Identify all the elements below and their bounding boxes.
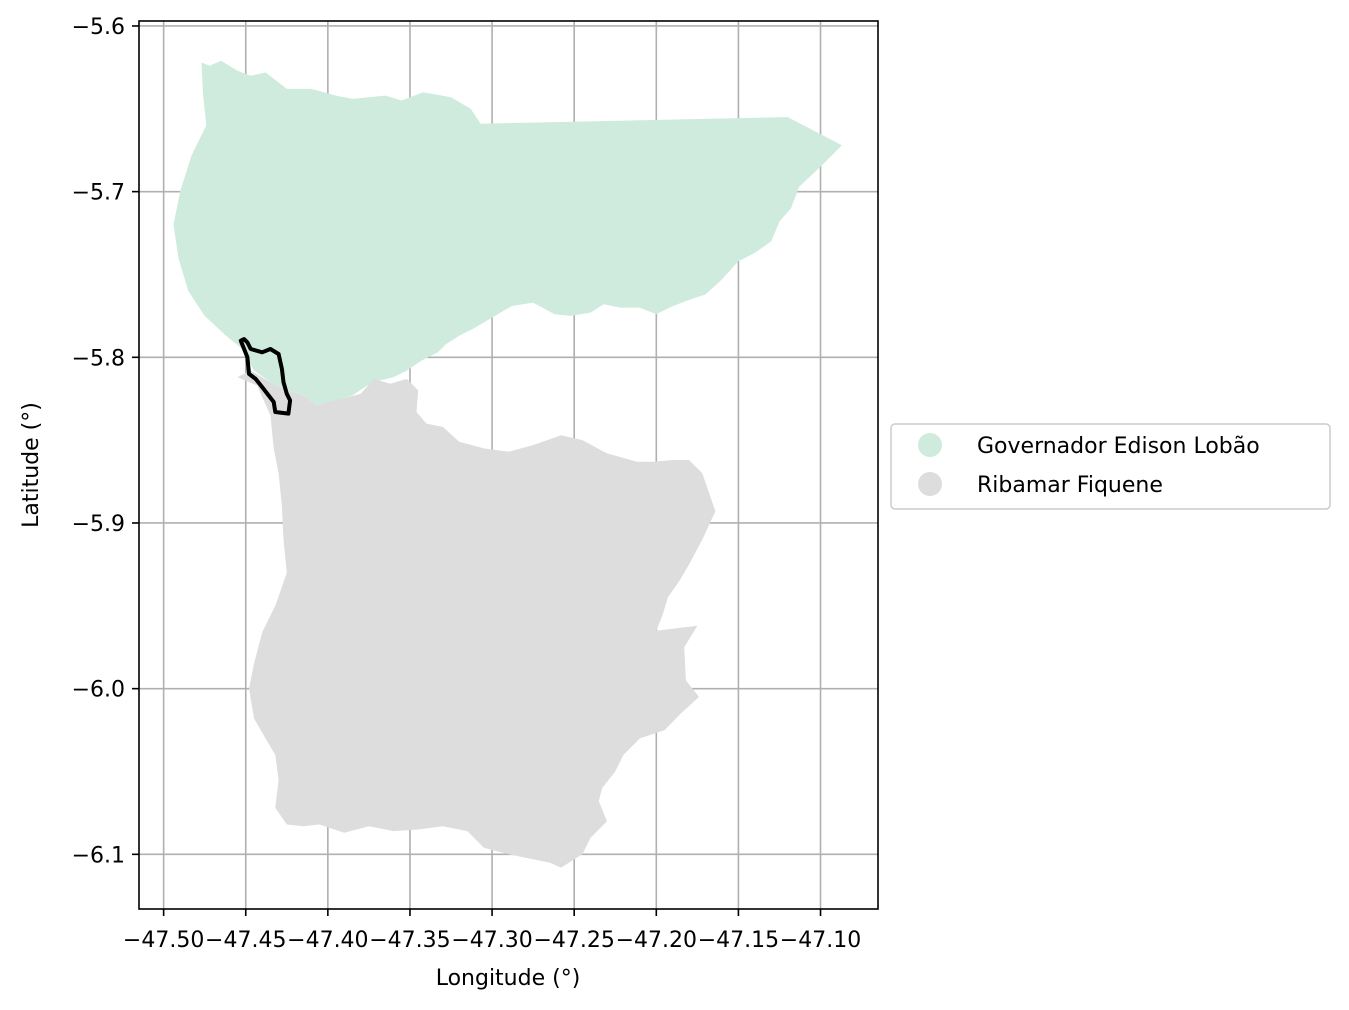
highlighted-area-outline: [238, 337, 293, 416]
x-tick-label: −47.35: [369, 928, 450, 953]
y-axis-label: Latitude (°): [19, 402, 44, 528]
x-tick-label: −47.10: [780, 928, 861, 953]
y-tick-label: −5.6: [72, 15, 125, 40]
y-tick-label: −6.0: [72, 678, 125, 703]
legend-marker-ribamar-fiquene: [918, 472, 942, 496]
x-tick-label: −47.30: [451, 928, 532, 953]
region-ribamar-fiquene: [237, 370, 716, 868]
legend-box: [890, 423, 1331, 510]
tick-layer: −47.50 −47.45 −47.40 −47.35 −47.30 −47.25 −47.…: [72, 15, 862, 953]
region-layer: [173, 60, 842, 868]
legend-label-ribamar-fiquene: Ribamar Fiquene: [977, 473, 1163, 498]
legend-label-governador-edison-lobao: Governador Edison Lobão: [977, 434, 1260, 459]
axes-frame: [138, 20, 879, 910]
highlight-outline-layer: [238, 337, 293, 416]
x-tick-label: −47.20: [616, 928, 697, 953]
y-tick-label: −5.7: [72, 181, 125, 206]
legend: Governador Edison Lobão Ribamar Fiquene: [890, 423, 1331, 510]
x-axis-label: Longitude (°): [436, 966, 581, 991]
axes-frame-layer: [138, 20, 879, 910]
y-tick-label: −5.8: [72, 346, 125, 371]
x-tick-label: −47.25: [533, 928, 614, 953]
region-governador-edison-lobao: [173, 60, 842, 406]
x-tick-label: −47.40: [287, 928, 368, 953]
legend-marker-governador-edison-lobao: [918, 433, 942, 457]
x-tick-label: −47.50: [123, 928, 204, 953]
x-tick-label: −47.45: [205, 928, 286, 953]
y-tick-label: −5.9: [72, 512, 125, 537]
x-tick-label: −47.15: [698, 928, 779, 953]
y-tick-label: −6.1: [72, 843, 125, 868]
